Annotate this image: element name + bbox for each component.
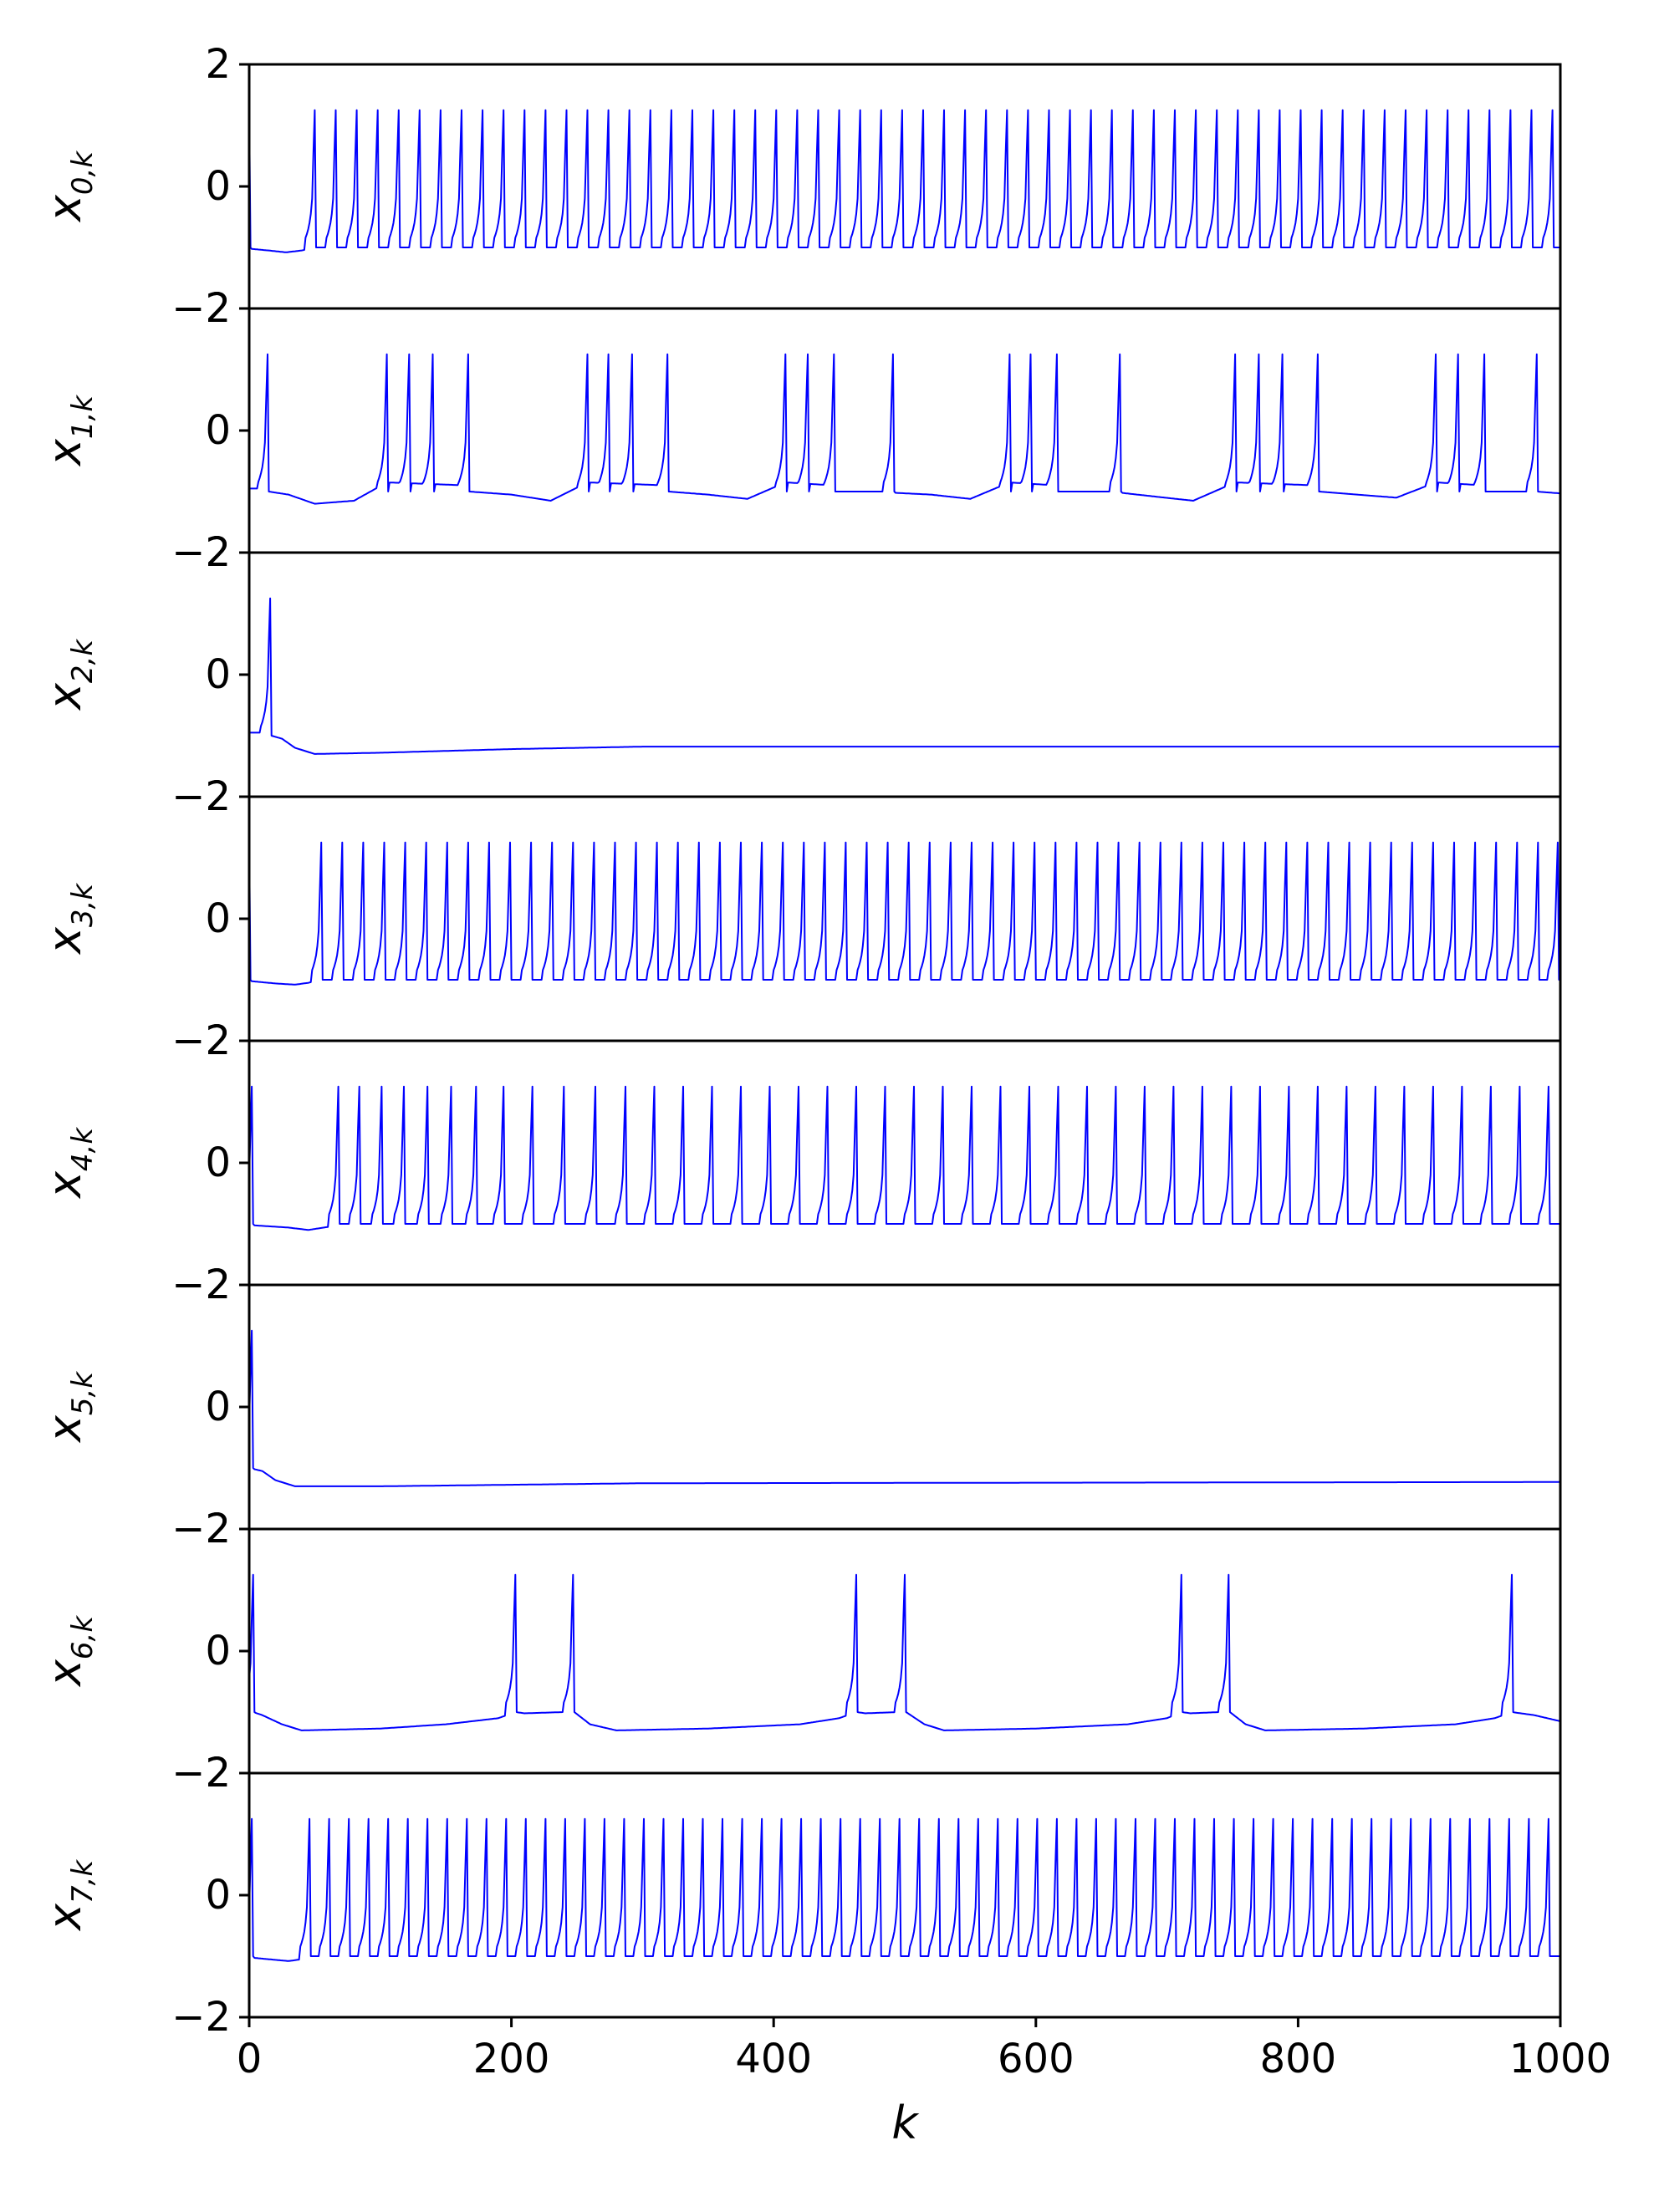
series-line-4 — [248, 1085, 1560, 1231]
y-label-subscript-4: 4,k — [66, 1127, 100, 1171]
y-tick-label-4-2: 2 — [205, 1017, 231, 1064]
x-tick-label-3: 600 — [998, 2036, 1075, 2082]
y-tick-label-3-2: 2 — [205, 773, 231, 820]
series-line-1 — [249, 353, 1561, 505]
y-label-symbol-5: x — [38, 1414, 91, 1444]
shared-x-axis: 0 200 400 600 800 1000 k — [237, 2017, 1611, 2149]
y-label-symbol-0: x — [38, 194, 91, 223]
y-tick-label-5-0: −2 — [171, 1506, 231, 1552]
y-tick-label-4-1: 0 — [205, 1139, 231, 1186]
y-tick-label-2-1: 0 — [205, 651, 231, 698]
subplot-7: −2 0 2 x7,k — [38, 1750, 1562, 2041]
y-label-subscript-1: 1,k — [66, 395, 100, 439]
series-line-0 — [248, 109, 1560, 253]
y-tick-label-5-2: 2 — [205, 1261, 231, 1308]
y-label-symbol-6: x — [38, 1659, 91, 1688]
y-axis-label-4: x4,k — [38, 1127, 100, 1200]
y-tick-label-1-2: 2 — [205, 285, 231, 332]
series-line-5 — [248, 1329, 1560, 1487]
y-tick-label-2-2: 2 — [205, 529, 231, 576]
y-label-symbol-2: x — [38, 682, 91, 711]
x-tick-label-0: 0 — [237, 2036, 263, 2082]
x-axis-label: k — [891, 2097, 920, 2149]
x-tick-label-1: 200 — [473, 2036, 550, 2082]
y-label-subscript-2: 2,k — [66, 639, 100, 683]
y-axis-label-2: x2,k — [38, 639, 100, 711]
y-tick-label-6-1: 0 — [205, 1628, 231, 1674]
y-tick-label-6-2: 2 — [205, 1506, 231, 1552]
y-tick-label-7-1: 0 — [205, 1872, 231, 1919]
y-label-subscript-7: 7,k — [66, 1859, 100, 1904]
series-line-6 — [248, 1573, 1561, 1731]
y-label-subscript-3: 3,k — [66, 883, 100, 927]
y-tick-label-7-0: −2 — [171, 1994, 231, 2041]
subplot-1: −2 0 2 x1,k — [38, 285, 1562, 576]
y-tick-label-5-1: 0 — [205, 1384, 231, 1430]
y-tick-label-1-0: −2 — [171, 529, 231, 576]
subplot-panels: −202x0,k−202x1,k−202x2,k−202x3,k−202x4,k… — [38, 41, 1562, 2041]
y-tick-label-0-1: 0 — [205, 163, 231, 210]
y-axis-label-5: x5,k — [38, 1371, 100, 1444]
y-label-symbol-3: x — [38, 926, 91, 956]
y-axis-label-1: x1,k — [38, 395, 100, 467]
y-axis-label-6: x6,k — [38, 1615, 100, 1688]
y-axis-label-3: x3,k — [38, 883, 100, 956]
series-line-7 — [248, 1817, 1560, 1962]
y-tick-label-1-1: 0 — [205, 407, 231, 454]
x-tick-label-4: 800 — [1260, 2036, 1337, 2082]
subplot-5: −2 0 2 x5,k — [38, 1261, 1562, 1552]
series-line-2 — [249, 597, 1560, 755]
x-tick-label-5: 1000 — [1509, 2036, 1611, 2082]
y-tick-label-0-0: −2 — [171, 285, 231, 332]
y-tick-label-7-2: 2 — [205, 1750, 231, 1797]
x-tick-label-2: 400 — [735, 2036, 812, 2082]
y-axis-label-7: x7,k — [38, 1859, 100, 1932]
y-tick-label-0-2: 2 — [205, 41, 231, 88]
y-label-subscript-5: 5,k — [66, 1371, 100, 1415]
y-tick-label-3-1: 0 — [205, 895, 231, 942]
y-tick-label-4-0: −2 — [171, 1261, 231, 1308]
y-label-symbol-4: x — [38, 1170, 91, 1200]
y-tick-label-6-0: −2 — [171, 1750, 231, 1797]
y-label-subscript-6: 6,k — [66, 1615, 100, 1659]
y-label-symbol-7: x — [38, 1903, 91, 1932]
series-line-3 — [248, 841, 1560, 986]
y-tick-label-2-0: −2 — [171, 773, 231, 820]
y-label-subscript-0: 0,k — [66, 150, 100, 195]
subplot-6: −2 0 2 x6,k — [38, 1506, 1562, 1797]
y-tick-label-3-0: −2 — [171, 1017, 231, 1064]
y-axis-label-0: x0,k — [38, 150, 100, 223]
y-label-symbol-1: x — [38, 438, 91, 467]
